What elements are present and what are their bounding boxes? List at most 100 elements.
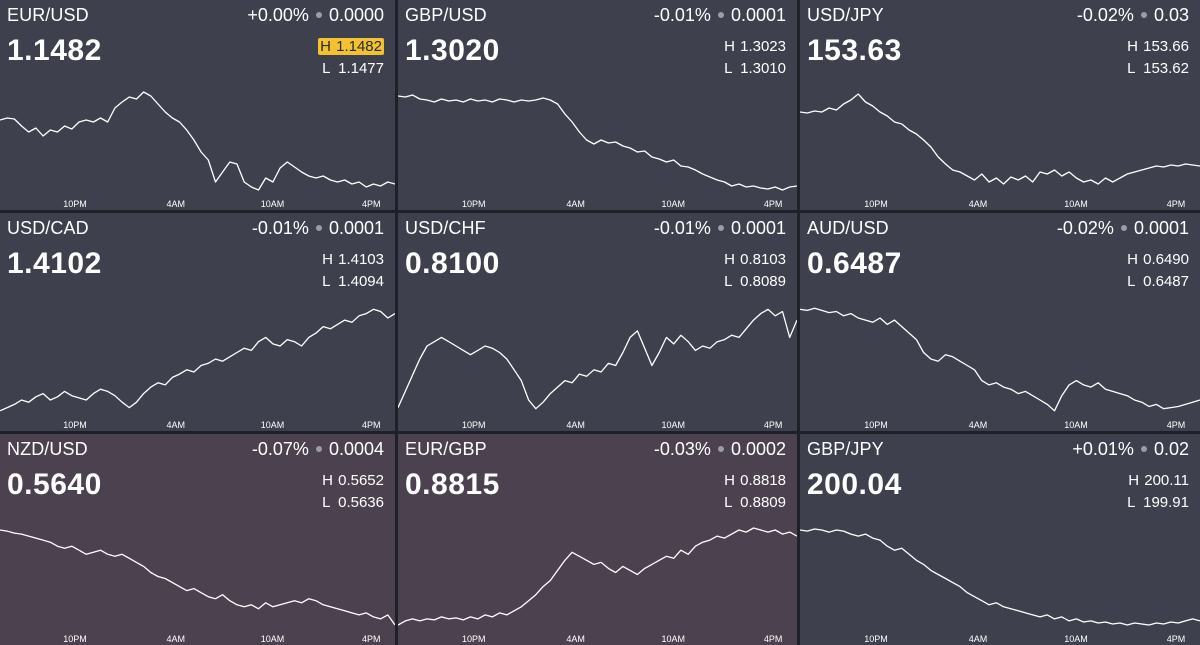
- high-value: 0.6490: [1143, 251, 1189, 268]
- time-axis-label: 10PM: [63, 420, 87, 430]
- time-axis-label: 4PM: [764, 199, 783, 209]
- quote-tile-usd-jpy[interactable]: USD/JPY -0.02% 0.03 153.63 H 153.66 L 153.62 10P…: [800, 0, 1200, 210]
- high-value-badge: H 200.11: [1128, 472, 1189, 489]
- high-label: H: [724, 251, 735, 268]
- last-price: 1.3020: [405, 34, 500, 67]
- low-value: 1.1477: [338, 60, 384, 77]
- low-row: L 1.1477: [318, 58, 384, 80]
- time-axis-label: 10PM: [63, 199, 87, 209]
- separator-dot-icon: [315, 11, 322, 18]
- quote-tile-gbp-jpy[interactable]: GBP/JPY +0.01% 0.02 200.04 H 200.11 L 199.91 10P…: [800, 434, 1200, 645]
- change-indicator: -0.01% 0.0001: [654, 5, 786, 26]
- low-row: L 1.4094: [322, 271, 384, 293]
- high-label: H: [724, 38, 735, 55]
- high-value: 0.8103: [740, 251, 786, 268]
- quote-tile-gbp-usd[interactable]: GBP/USD -0.01% 0.0001 1.3020 H 1.3023 L 1.3010 1…: [398, 0, 797, 210]
- currency-pair-label: EUR/USD: [7, 5, 89, 25]
- time-axis-label: 4AM: [969, 420, 988, 430]
- high-label: H: [322, 472, 333, 489]
- low-label: L: [724, 273, 733, 290]
- currency-pair-label: GBP/JPY: [807, 439, 884, 459]
- price-line: [398, 94, 797, 191]
- quote-tile-usd-chf[interactable]: USD/CHF -0.01% 0.0001 0.8100 H 0.8103 L 0.8089 1…: [398, 213, 797, 431]
- high-value-badge: H 0.8103: [724, 251, 786, 268]
- time-axis-label: 4AM: [969, 634, 988, 644]
- time-axis-label: 10PM: [462, 420, 486, 430]
- price-sparkline-chart: 10PM 4AM 10AM 4PM: [0, 308, 395, 430]
- low-value: 153.62: [1143, 60, 1189, 77]
- last-price: 153.63: [807, 34, 902, 67]
- high-low-box: H 0.6490 L 0.6487: [1127, 249, 1189, 293]
- quote-tile-usd-cad[interactable]: USD/CAD -0.01% 0.0001 1.4102 H 1.4103 L 1.4094 1…: [0, 213, 395, 431]
- time-axis-label: 10PM: [462, 199, 486, 209]
- last-price: 1.1482: [7, 34, 102, 67]
- change-absolute: 0.0001: [730, 5, 786, 25]
- high-label: H: [322, 251, 333, 268]
- change-indicator: -0.01% 0.0001: [654, 218, 786, 239]
- low-value: 199.91: [1143, 494, 1189, 511]
- high-value-badge: H 1.1482: [318, 38, 384, 55]
- high-row: H 1.1482: [318, 36, 384, 58]
- high-value-badge: H 0.6490: [1127, 251, 1189, 268]
- time-axis-label: 10PM: [462, 634, 486, 644]
- time-axis-label: 10AM: [662, 634, 686, 644]
- quote-tile-eur-gbp[interactable]: EUR/GBP -0.03% 0.0002 0.8815 H 0.8818 L 0.8809 1…: [398, 434, 797, 645]
- time-axis-label: 10AM: [662, 420, 686, 430]
- high-row: H 200.11: [1127, 470, 1189, 492]
- currency-pair-label: USD/JPY: [807, 5, 884, 25]
- high-row: H 0.6490: [1127, 249, 1189, 271]
- separator-dot-icon: [1140, 445, 1147, 452]
- price-sparkline-chart: 10PM 4AM 10AM 4PM: [800, 528, 1200, 644]
- low-row: L 0.8809: [724, 492, 786, 514]
- low-row: L 199.91: [1127, 492, 1189, 514]
- high-low-box: H 200.11 L 199.91: [1127, 470, 1189, 514]
- high-value-badge: H 1.3023: [724, 38, 786, 55]
- time-axis-label: 10PM: [63, 634, 87, 644]
- low-label: L: [322, 273, 331, 290]
- high-value-badge: H 0.8818: [724, 472, 786, 489]
- high-row: H 1.3023: [724, 36, 786, 58]
- change-absolute: 0.0004: [328, 439, 384, 459]
- last-price: 0.6487: [807, 247, 902, 280]
- price-line: [398, 308, 797, 410]
- price-line: [800, 93, 1200, 185]
- time-axis-label: 4AM: [566, 420, 585, 430]
- high-label: H: [1128, 472, 1140, 489]
- last-price: 0.5640: [7, 468, 102, 501]
- high-low-box: H 153.66 L 153.62: [1127, 36, 1189, 80]
- high-low-box: H 0.8103 L 0.8089: [724, 249, 786, 293]
- separator-dot-icon: [717, 11, 724, 18]
- high-value: 1.4103: [338, 251, 384, 268]
- change-percent: -0.01%: [653, 218, 711, 238]
- quote-tile-aud-usd[interactable]: AUD/USD -0.02% 0.0001 0.6487 H 0.6490 L 0.6487 1…: [800, 213, 1200, 431]
- currency-pair-label: GBP/USD: [405, 5, 487, 25]
- change-absolute: 0.02: [1153, 439, 1189, 459]
- time-axis-label: 10AM: [261, 420, 285, 430]
- time-axis-label: 10PM: [864, 420, 888, 430]
- price-sparkline-chart: 10PM 4AM 10AM 4PM: [398, 527, 797, 644]
- change-percent: +0.01%: [1072, 439, 1134, 459]
- change-absolute: 0.03: [1153, 5, 1189, 25]
- high-value: 153.66: [1143, 38, 1189, 55]
- high-low-box: H 1.3023 L 1.3010: [724, 36, 786, 80]
- currency-pair-label: EUR/GBP: [405, 439, 487, 459]
- change-absolute: 0.0002: [730, 439, 786, 459]
- quote-tile-eur-usd[interactable]: EUR/USD +0.00% 0.0000 1.1482 H 1.1482 L 1.1477 1…: [0, 0, 395, 210]
- price-line: [0, 308, 395, 412]
- currency-pair-label: NZD/USD: [7, 439, 88, 459]
- quote-tile-nzd-usd[interactable]: NZD/USD -0.07% 0.0004 0.5640 H 0.5652 L 0.5636 1…: [0, 434, 395, 645]
- separator-dot-icon: [315, 224, 322, 231]
- low-value: 0.8809: [740, 494, 786, 511]
- low-value: 0.8089: [740, 273, 786, 290]
- high-label: H: [1127, 251, 1138, 268]
- high-row: H 153.66: [1127, 36, 1189, 58]
- time-axis-label: 4AM: [167, 420, 186, 430]
- change-absolute: 0.0001: [328, 218, 384, 238]
- change-percent: -0.03%: [653, 439, 711, 459]
- change-absolute: 0.0001: [1133, 218, 1189, 238]
- currency-pair-label: USD/CHF: [405, 218, 486, 238]
- price-sparkline-chart: 10PM 4AM 10AM 4PM: [800, 307, 1200, 430]
- high-low-box: H 0.5652 L 0.5636: [322, 470, 384, 514]
- high-value-badge: H 1.4103: [322, 251, 384, 268]
